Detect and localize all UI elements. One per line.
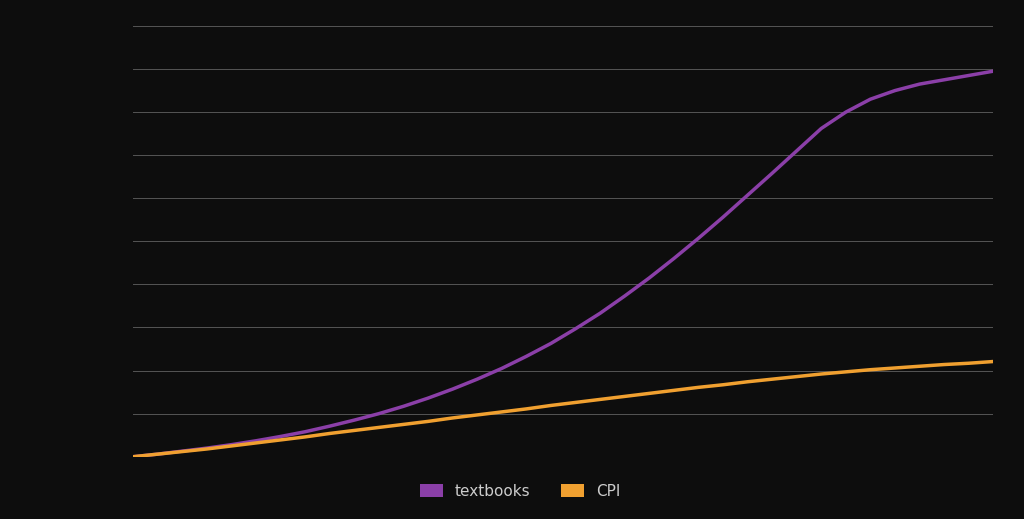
Legend: textbooks, CPI: textbooks, CPI	[414, 478, 627, 505]
